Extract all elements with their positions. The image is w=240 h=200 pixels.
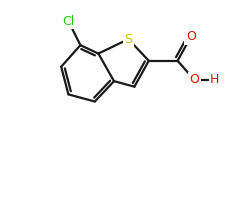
Text: O: O <box>186 30 196 43</box>
Text: O: O <box>189 73 199 86</box>
Text: Cl: Cl <box>62 15 75 28</box>
Text: H: H <box>210 73 220 86</box>
Text: S: S <box>124 33 132 46</box>
